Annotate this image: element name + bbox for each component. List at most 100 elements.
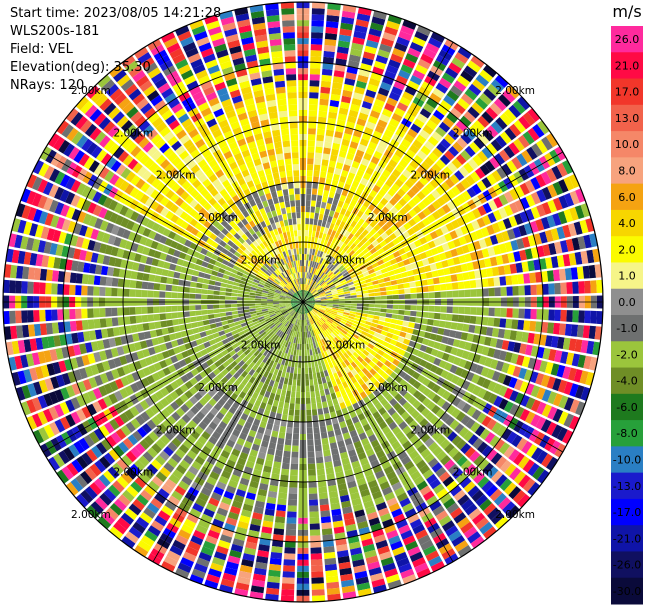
velocity-cell [520,197,530,210]
velocity-cell [394,384,403,393]
velocity-cell [317,312,323,317]
velocity-cell [443,267,451,276]
velocity-cell [552,213,562,226]
velocity-cell [446,90,460,102]
velocity-cell [468,508,482,521]
velocity-cell [383,129,394,139]
velocity-cell [322,195,328,203]
velocity-cell [337,324,344,329]
velocity-cell [436,387,446,397]
velocity-cell [332,331,338,337]
velocity-cell [518,115,531,130]
velocity-cell [540,171,552,185]
velocity-cell [440,138,451,149]
velocity-cell [322,283,328,289]
velocity-cell [410,409,420,419]
velocity-cell [99,308,106,318]
velocity-cell [347,371,354,379]
velocity-cell [308,110,318,117]
velocity-cell [305,373,309,380]
velocity-cell [389,233,397,241]
velocity-cell [314,304,321,307]
velocity-cell [326,9,341,17]
velocity-cell [318,279,324,285]
velocity-cell [432,277,440,285]
velocity-cell [304,290,306,297]
velocity-cell [166,319,174,327]
velocity-cell [433,238,442,247]
velocity-cell [231,304,238,308]
velocity-cell [334,428,342,436]
velocity-cell [75,320,83,331]
velocity-cell [328,105,339,114]
velocity-cell [436,196,446,207]
velocity-cell [289,475,298,482]
velocity-cell [311,589,325,596]
velocity-cell [404,294,411,299]
velocity-cell [316,334,321,341]
velocity-cell [383,322,391,328]
velocity-cell [384,491,396,502]
velocity-cell [361,437,370,446]
velocity-cell [496,166,508,179]
velocity-cell [273,302,280,305]
velocity-cell [309,523,320,530]
velocity-cell [514,213,524,225]
velocity-cell [322,443,330,451]
velocity-cell [326,123,335,131]
velocity-cell [439,313,447,321]
velocity-cell [368,360,376,368]
velocity-cell [369,211,377,220]
velocity-cell [402,169,412,179]
velocity-cell [220,316,228,322]
velocity-cell [344,469,354,477]
velocity-cell [351,160,360,169]
velocity-cell [541,202,552,215]
velocity-cell [451,396,462,407]
velocity-cell [511,274,519,285]
velocity-cell [513,251,522,262]
velocity-cell [577,354,586,368]
velocity-cell [396,492,409,502]
velocity-cell [371,104,383,114]
velocity-cell [339,376,346,384]
velocity-cell [502,501,516,515]
velocity-cell [306,254,310,261]
velocity-cell [346,256,353,263]
velocity-cell [362,543,376,553]
velocity-cell [505,275,513,286]
velocity-cell [432,505,445,517]
velocity-cell [305,212,310,219]
velocity-cell [333,224,339,232]
velocity-cell [460,443,472,455]
velocity-cell [308,303,315,306]
velocity-cell [271,405,278,413]
velocity-cell [336,370,343,378]
velocity-cell [416,191,426,201]
velocity-cell [486,267,494,277]
velocity-cell [515,262,523,273]
velocity-cell [445,222,455,232]
velocity-cell [344,343,351,350]
velocity-cell [371,322,378,328]
velocity-cell [305,313,308,320]
velocity-cell [406,250,414,258]
velocity-cell [444,133,456,145]
velocity-cell [373,380,382,389]
velocity-cell [429,178,440,189]
velocity-cell [536,387,546,400]
velocity-cell [338,34,351,43]
velocity-cell [403,351,412,359]
velocity-cell [321,437,329,445]
velocity-cell [295,397,301,404]
velocity-cell [368,161,377,170]
velocity-cell [215,276,223,282]
velocity-cell [450,274,458,282]
velocity-cell [305,291,309,297]
velocity-cell [449,330,457,338]
velocity-cell [290,366,295,374]
velocity-cell [361,375,369,383]
velocity-cell [213,304,220,309]
velocity-cell [409,434,420,445]
velocity-cell [313,293,320,297]
